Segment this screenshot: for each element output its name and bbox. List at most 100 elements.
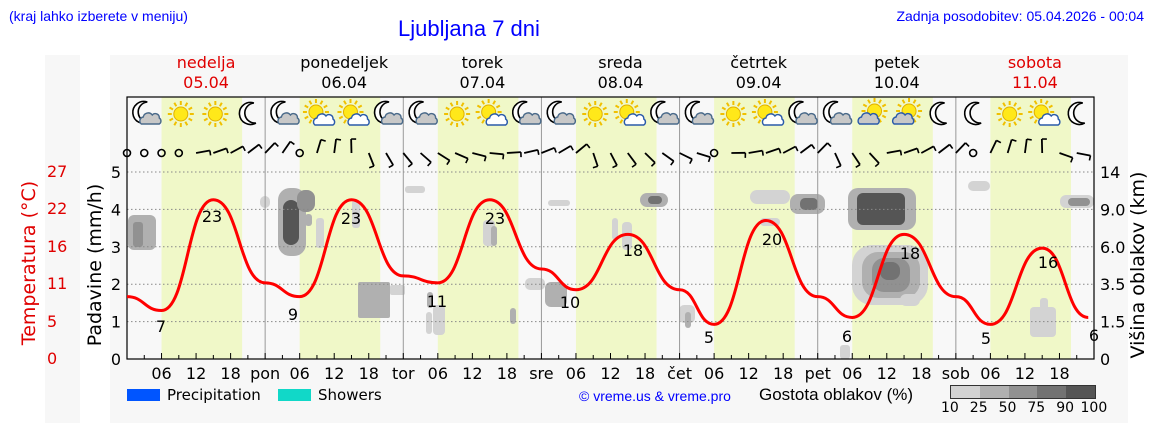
wind-barb-icon [506,151,521,154]
daylight-band [161,97,243,359]
wind-barb-feather [1026,138,1032,141]
hour-label: 12 [186,364,206,383]
wind-barb-icon [558,145,572,154]
day-name: četrtek [730,53,788,72]
wind-barb-feather [670,160,675,166]
hour-label: 06 [428,364,448,383]
sun-cloud-icon [751,99,785,126]
hour-label: 06 [980,364,1000,383]
wind-barb-feather [209,150,212,156]
cloud-density-patch [612,218,618,240]
temperature-min-label: 6 [1089,326,1099,345]
wind-barb-feather [811,144,816,150]
cloud-density-patch [622,222,632,250]
daylight-band [437,97,519,359]
temperature-max-label: 16 [1038,253,1058,272]
wind-barb-icon [367,152,375,167]
cloud-density-tick: 50 [998,400,1017,416]
cloud-height-tick: 6.0 [1100,238,1125,257]
wind-barb-feather [874,162,880,168]
wind-barb-feather [586,143,591,149]
wind-barb-icon [938,143,951,154]
moon-cloud-icon [270,100,300,125]
cloud-density-patch [352,200,360,228]
cloud-density-patch [840,345,850,359]
wind-barb-icon [213,147,227,154]
wind-barb-feather [1011,138,1017,142]
wind-barb-feather [835,164,842,169]
cloud-density-tick: 90 [1056,400,1075,416]
temperature-min-label: 5 [981,329,991,348]
cloud-density-patch [685,312,691,328]
wind-barb-feather [570,145,574,151]
cloud-density-patch [510,308,516,324]
wind-barb-icon [817,142,829,154]
wind-barb-feather [794,146,799,152]
cloud-height-tick: 3.5 [1100,275,1125,294]
wind-calm-icon [122,148,132,158]
wind-barb-feather [427,161,432,167]
sun-icon [720,101,747,127]
wind-barb-icon [575,143,588,154]
cloud-density-patch [358,282,390,318]
moon-cloud-icon [132,100,162,125]
precipitation-tick: 5 [111,163,121,182]
cloud-density-swatch [1008,386,1038,398]
wind-barb-feather [689,158,693,164]
wind-barb-icon [195,149,211,154]
temperature-min-label: 9 [288,305,298,324]
wind-barb-feather [761,150,764,156]
hour-label: 18 [1049,364,1069,383]
wind-barb-icon [851,152,861,166]
cloud-density-tick: 25 [969,400,988,416]
day-header: torek 07.04 [413,53,551,93]
temperature-axis-panel [45,55,80,423]
cloud-density-swatch [1037,386,1067,398]
wind-barb-icon [230,145,244,154]
hour-label: 12 [877,364,897,383]
wind-barb-feather [949,144,954,150]
cloud-density-patch [491,226,497,246]
wind-barb-icon [799,143,813,154]
wind-barb-icon [592,152,599,167]
hour-label: 12 [600,364,620,383]
day-header: ponedeljek 06.04 [275,53,413,93]
hour-label: 12 [462,364,482,383]
copyright-link[interactable]: © vreme.us & vreme.pro [579,388,731,404]
day-name: sreda [598,53,643,72]
cloud-density-scale [950,385,1096,399]
sun-icon [582,101,609,127]
wind-barb-feather [612,164,618,169]
temperature-max-label: 23 [202,207,222,226]
precipitation-tick: 3 [111,238,121,257]
wind-calm-icon [157,148,166,158]
cloud-density-tick: 10 [941,400,959,416]
cloud-density-patch [390,285,405,295]
wind-barb-feather [388,164,394,169]
hour-label: 18 [911,364,931,383]
day-date: 08.04 [597,73,644,92]
precipitation-legend-swatch [127,389,160,401]
moon-icon [1067,101,1086,126]
day-name: sobota [1007,53,1062,72]
location-menu-hint[interactable]: (kraj lahko izberete v meniju) [9,8,188,24]
day-short-label: sre [529,364,553,383]
sun-icon [167,101,194,127]
cloud-density-patch [427,292,433,308]
cloud-density-patch [857,193,905,225]
hour-label: 18 [773,364,793,383]
wind-barb-feather [502,154,505,160]
precipitation-tick: 1 [111,313,121,332]
temperature-min-label: 7 [156,317,166,336]
wind-barb-feather [916,148,920,154]
wind-barb-feather [1070,157,1074,163]
cloud-density-patch [133,222,143,247]
wind-barb-icon [782,145,796,154]
wind-barb-feather [592,165,598,169]
day-name: petek [874,53,920,72]
wind-barb-icon [1076,152,1091,157]
day-header: četrtek 09.04 [690,53,828,93]
wind-calm-icon [139,148,149,158]
temperature-tick: 0 [47,349,58,368]
sun-cloud-icon [475,99,508,126]
